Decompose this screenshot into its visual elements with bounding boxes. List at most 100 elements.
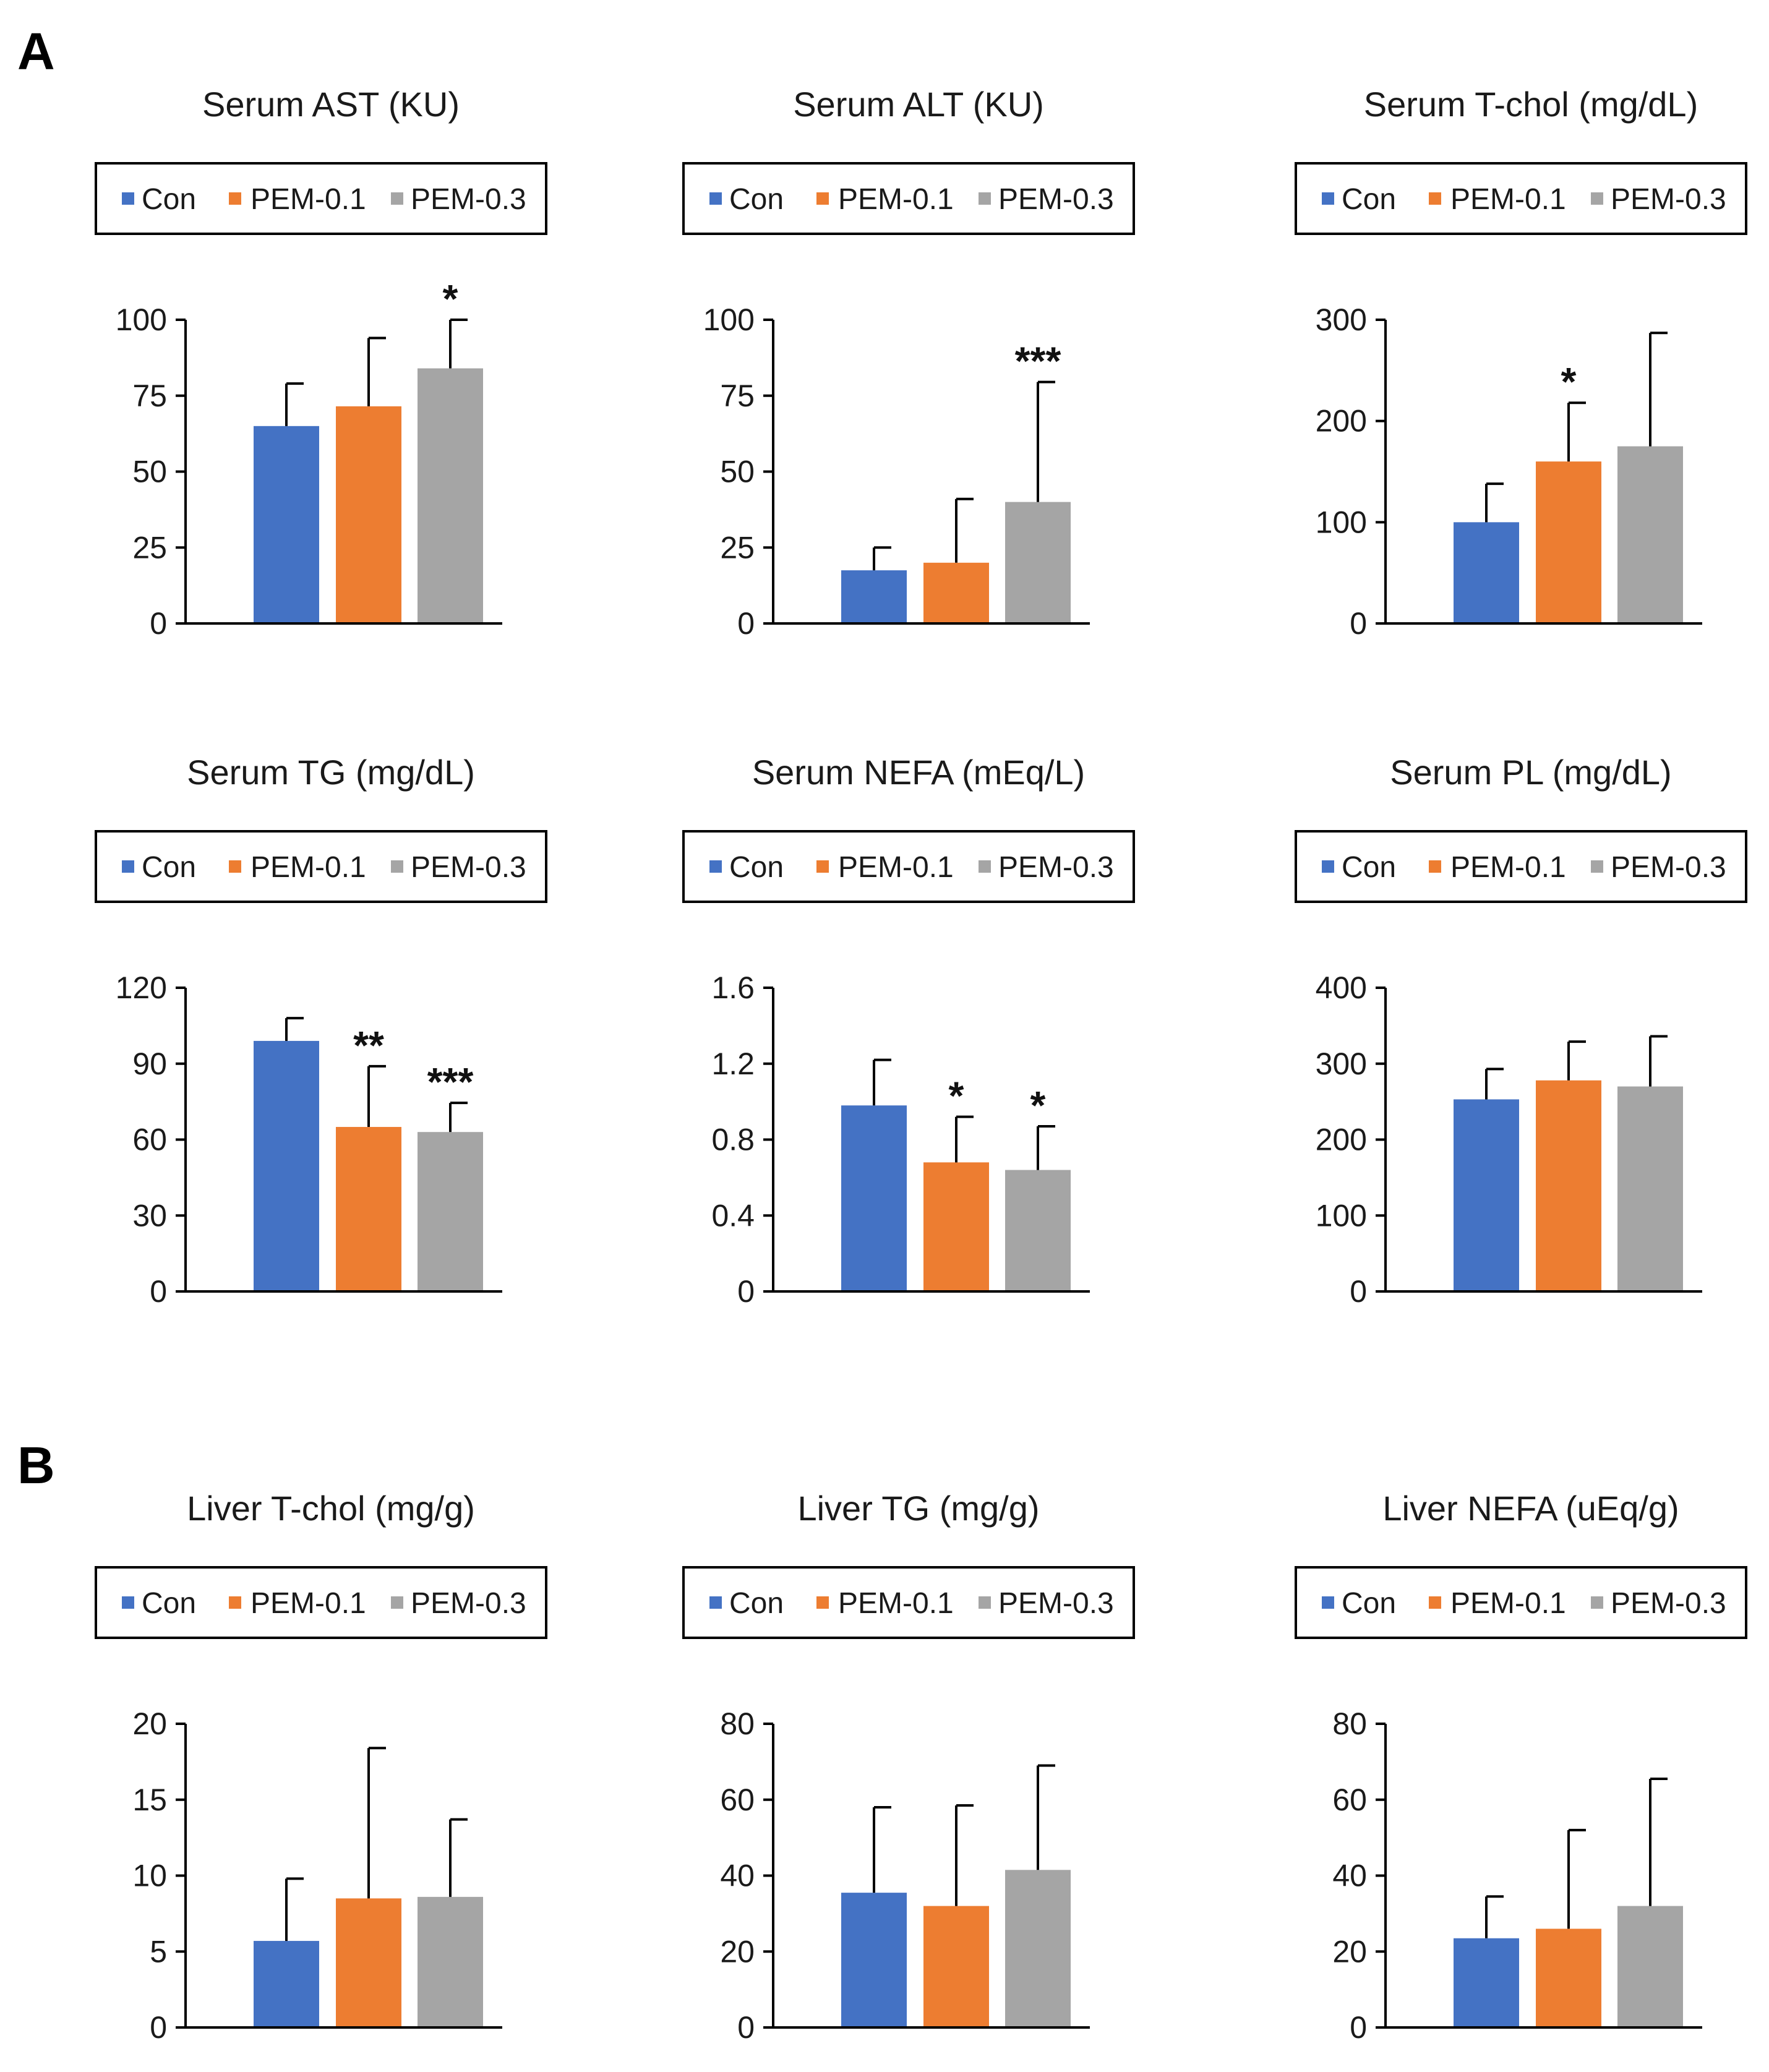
legend: Con PEM-0.1 PEM-0.3 xyxy=(1295,162,1747,235)
y-tick-label: 1.2 xyxy=(711,1047,755,1081)
legend-swatch xyxy=(709,860,722,873)
bar-con xyxy=(254,1941,319,2027)
legend: Con PEM-0.1 PEM-0.3 xyxy=(95,1566,547,1639)
legend-label: PEM-0.1 xyxy=(251,1587,366,1620)
y-tick-label: 10 xyxy=(132,1859,167,1893)
legend-swatch xyxy=(229,860,241,873)
legend-swatch xyxy=(391,860,403,873)
y-tick-label: 25 xyxy=(720,530,755,565)
y-tick-label: 0 xyxy=(1350,606,1367,641)
legend-swatch xyxy=(709,1596,722,1609)
legend-label: PEM-0.3 xyxy=(998,1587,1114,1620)
legend-label: Con xyxy=(1342,183,1396,216)
chart-title: Serum AST (KU) xyxy=(202,85,460,124)
legend-label: PEM-0.1 xyxy=(838,183,954,216)
y-tick-label: 20 xyxy=(720,1934,755,1969)
legend: Con PEM-0.1 PEM-0.3 xyxy=(1295,830,1747,903)
bar-pem-0-3 xyxy=(1005,1170,1071,1291)
legend-label: PEM-0.1 xyxy=(251,851,366,884)
charts-container: Serum AST (KU)Con PEM-0.1 PEM-0.3*02550751… xyxy=(95,85,1747,2045)
y-tick-label: 200 xyxy=(1316,404,1367,439)
bar-pem-0-1 xyxy=(1536,1929,1601,2027)
bar-con xyxy=(1454,1099,1519,1291)
bar-pem-0-3 xyxy=(1005,1870,1071,2027)
legend: Con PEM-0.1 PEM-0.3 xyxy=(95,162,547,235)
y-tick-label: 0 xyxy=(150,606,167,641)
chart-liver-nefa: Liver NEFA (uEq/g) Con PEM-0.1 PEM-0.3 0 20 40… xyxy=(1295,1489,1747,2045)
legend-swatch xyxy=(816,192,829,205)
y-tick-label: 90 xyxy=(132,1047,167,1081)
legend-frame xyxy=(1295,162,1747,235)
legend-swatch xyxy=(229,1596,241,1609)
bar-con xyxy=(1454,1938,1519,2027)
legend-label: Con xyxy=(729,1587,784,1620)
y-tick-label: 0 xyxy=(150,1274,167,1309)
bar-con xyxy=(254,426,319,623)
chart-liver-tchol: Liver T-chol (mg/g) Con PEM-0.1 PEM-0.3 0 5 10… xyxy=(95,1489,547,2045)
panel-label-b: B xyxy=(17,1436,55,1494)
y-tick-label: 50 xyxy=(132,455,167,489)
legend-label: PEM-0.1 xyxy=(1450,1587,1566,1620)
bar-pem-0-3 xyxy=(418,1896,483,2027)
legend-frame xyxy=(95,830,547,903)
legend-frame xyxy=(1295,1566,1747,1639)
bar-pem-0-1 xyxy=(336,1127,401,1291)
panel-label-a: A xyxy=(17,22,55,80)
legend-swatch xyxy=(1429,192,1441,205)
significance-label: *** xyxy=(427,1060,474,1104)
y-tick-label: 300 xyxy=(1316,302,1367,337)
y-tick-label: 50 xyxy=(720,455,755,489)
bar-pem-0-3 xyxy=(1617,1906,1683,2027)
y-tick-label: 100 xyxy=(703,302,755,337)
y-tick-label: 1.6 xyxy=(711,970,755,1005)
y-tick-label: 30 xyxy=(132,1198,167,1233)
legend-swatch xyxy=(1429,1596,1441,1609)
legend-label: PEM-0.3 xyxy=(998,183,1114,216)
bar-pem-0-3 xyxy=(1617,1086,1683,1291)
y-tick-label: 5 xyxy=(150,1934,167,1969)
legend-label: PEM-0.3 xyxy=(411,851,526,884)
legend-swatch xyxy=(1322,1596,1334,1609)
chart-title: Serum ALT (KU) xyxy=(793,85,1044,124)
significance-label: * xyxy=(443,276,458,321)
legend-label: PEM-0.1 xyxy=(1450,183,1566,216)
legend-frame xyxy=(1295,830,1747,903)
bar-pem-0-1 xyxy=(1536,1080,1601,1291)
legend-swatch xyxy=(391,192,403,205)
y-tick-label: 20 xyxy=(132,1706,167,1741)
bar-pem-0-1 xyxy=(923,562,989,623)
legend-label: PEM-0.3 xyxy=(411,183,526,216)
legend-swatch xyxy=(979,1596,991,1609)
y-tick-label: 80 xyxy=(1332,1706,1367,1741)
legend-swatch xyxy=(979,192,991,205)
legend-label: PEM-0.3 xyxy=(1611,183,1726,216)
chart-serum-tchol: Serum T-chol (mg/dL) Con PEM-0.1 PEM-0.3 * 0 1… xyxy=(1295,85,1747,641)
y-tick-label: 40 xyxy=(1332,1859,1367,1893)
significance-label: ** xyxy=(353,1023,384,1068)
chart-title: Serum PL (mg/dL) xyxy=(1390,753,1671,792)
legend-label: PEM-0.3 xyxy=(1611,1587,1726,1620)
legend-swatch xyxy=(1322,860,1334,873)
bar-pem-0-3 xyxy=(418,368,483,623)
y-tick-label: 0 xyxy=(1350,1274,1367,1309)
y-tick-label: 75 xyxy=(132,379,167,413)
chart-title: Serum T-chol (mg/dL) xyxy=(1364,85,1698,124)
significance-label: *** xyxy=(1015,339,1061,383)
y-tick-label: 0 xyxy=(1350,2010,1367,2045)
legend-label: Con xyxy=(729,183,784,216)
legend-label: Con xyxy=(729,851,784,884)
significance-label: * xyxy=(1030,1083,1046,1128)
bar-pem-0-3 xyxy=(1617,446,1683,623)
y-tick-label: 60 xyxy=(720,1783,755,1817)
legend-label: PEM-0.3 xyxy=(998,851,1114,884)
chart-title: Liver TG (mg/g) xyxy=(797,1489,1039,1528)
y-tick-label: 100 xyxy=(1316,1198,1367,1233)
chart-serum-nefa: Serum NEFA (mEq/L) Con PEM-0.1 PEM-0.3 * * 0 0.… xyxy=(682,753,1135,1309)
significance-label: * xyxy=(949,1074,964,1118)
y-tick-label: 200 xyxy=(1316,1123,1367,1157)
bar-con xyxy=(841,1893,907,2027)
legend-frame xyxy=(682,830,1135,903)
bar-pem-0-3 xyxy=(1005,502,1071,623)
chart-serum-ast: Serum AST (KU) Con PEM-0.1 PEM-0.3 * 0 25 50 75 1… xyxy=(95,85,547,641)
